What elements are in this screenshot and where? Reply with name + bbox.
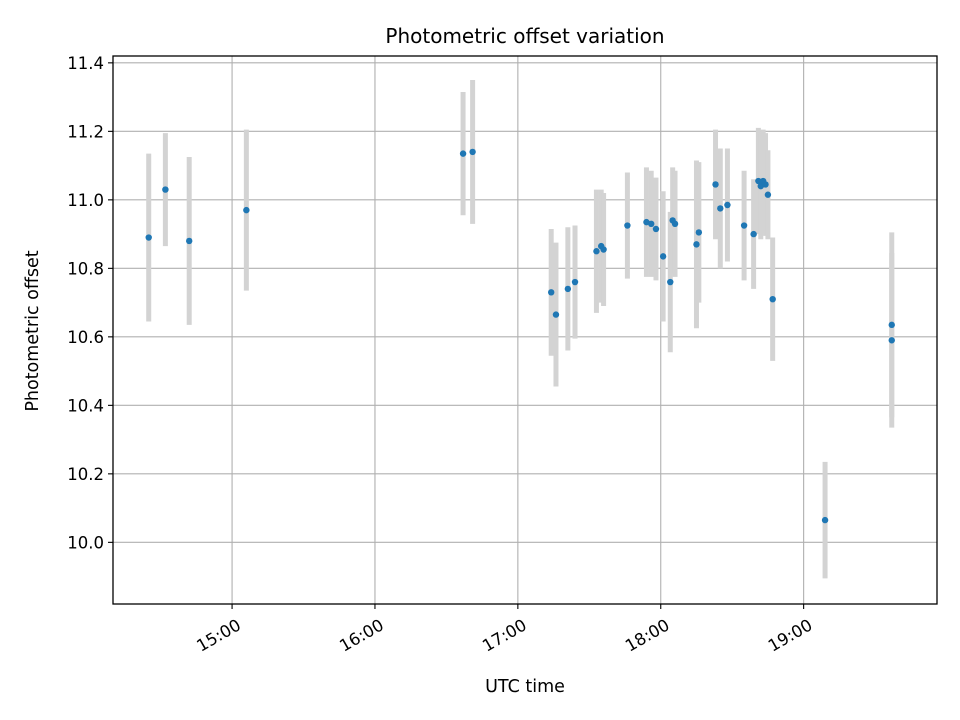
y-tick-label: 10.2	[67, 465, 104, 484]
data-point	[145, 234, 152, 241]
data-point	[888, 321, 895, 329]
chart-title: Photometric offset variation	[385, 24, 664, 48]
y-axis-ticks: 10.0 10.2 10.4 10.6 10.8 11.0 11.2 11.4	[67, 54, 113, 552]
data-point	[547, 289, 555, 296]
x-tick-label: 15:00	[193, 615, 244, 655]
data-point	[712, 181, 719, 188]
y-tick-label: 10.8	[67, 259, 104, 278]
y-tick-label: 11.0	[67, 191, 104, 210]
data-point	[724, 201, 731, 209]
x-tick-label: 19:00	[765, 615, 816, 655]
y-tick-label: 10.0	[67, 533, 104, 552]
data-point	[769, 295, 776, 303]
data-point	[459, 150, 467, 157]
data-point	[717, 205, 724, 212]
data-point	[888, 337, 895, 344]
data-point	[652, 225, 660, 233]
error-bars	[146, 79, 895, 579]
x-tick-label: 16:00	[336, 615, 387, 655]
x-tick-label: 18:00	[622, 615, 673, 655]
y-tick-label: 11.2	[67, 122, 104, 141]
data-point	[243, 206, 250, 214]
y-tick-label: 10.4	[67, 396, 104, 415]
data-point	[186, 237, 193, 245]
data-point	[600, 246, 607, 253]
data-point	[740, 222, 748, 229]
data-point	[695, 229, 703, 236]
y-tick-label: 11.4	[67, 54, 104, 73]
data-point	[552, 311, 560, 318]
y-tick-label: 10.6	[67, 328, 104, 347]
data-point	[755, 177, 762, 185]
y-axis-label: Photometric offset	[23, 250, 43, 411]
data-point	[571, 278, 579, 286]
data-points	[145, 148, 895, 524]
data-point	[693, 241, 700, 248]
data-point	[564, 285, 572, 293]
data-point	[624, 222, 631, 229]
data-point	[821, 516, 829, 524]
data-point	[162, 186, 169, 193]
data-point	[593, 248, 600, 255]
data-point	[659, 253, 667, 260]
grid	[113, 56, 937, 604]
data-point	[750, 230, 757, 238]
x-tick-label: 17:00	[479, 615, 530, 655]
x-axis-label: UTC time	[485, 677, 565, 697]
data-point	[667, 278, 674, 286]
data-point	[671, 220, 679, 228]
x-axis-ticks: 15:00 16:00 17:00 18:00 19:00	[193, 604, 816, 656]
data-point	[469, 148, 476, 156]
plot-frame	[112, 55, 938, 605]
data-point	[762, 181, 769, 188]
data-point	[648, 220, 655, 228]
data-point	[764, 191, 772, 198]
